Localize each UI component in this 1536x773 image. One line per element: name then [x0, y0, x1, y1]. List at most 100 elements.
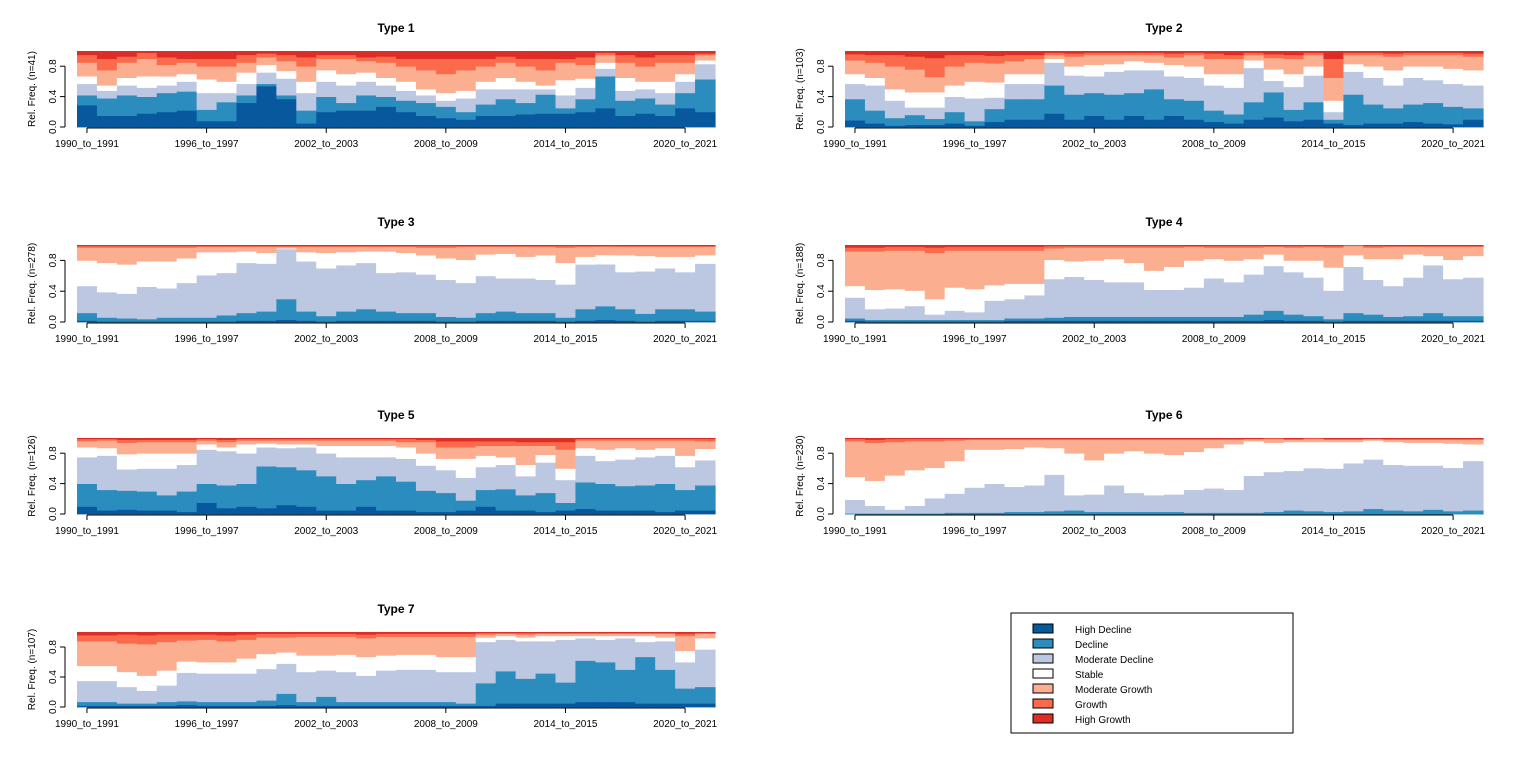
bar-segment-high-decline — [635, 321, 656, 323]
bar-segment-high-growth — [924, 245, 946, 248]
bar-segment-growth — [1064, 53, 1085, 57]
bar-segment-moderate-growth — [655, 62, 676, 82]
bar-segment-high-growth — [495, 245, 517, 247]
bar-segment-high-growth — [1084, 438, 1105, 440]
bar-segment-moderate-growth — [415, 70, 437, 90]
bar-segment-moderate-growth — [1243, 438, 1265, 442]
bar-segment-moderate-growth — [1263, 57, 1285, 70]
bar-segment-moderate-decline — [1363, 279, 1384, 315]
bar-segment-stable — [356, 656, 377, 676]
bar-segment-high-decline — [396, 510, 417, 515]
bar-segment-high-decline — [435, 321, 457, 323]
bar-segment-growth — [884, 54, 906, 67]
bar-segment-high-decline — [316, 111, 337, 128]
bar-segment-moderate-decline — [1144, 289, 1165, 318]
bar-segment-moderate-decline — [1164, 76, 1185, 100]
bar-segment-decline — [555, 317, 577, 322]
bar-segment-high-growth — [515, 632, 537, 634]
bar-segment-stable — [1263, 442, 1285, 473]
bar-segment-stable — [1124, 262, 1145, 283]
bar-segment-growth — [156, 439, 178, 443]
bar-segment-growth — [1183, 52, 1205, 56]
bar-segment-growth — [136, 52, 158, 59]
bar-segment-moderate-growth — [276, 637, 297, 653]
bar-segment-growth — [1263, 54, 1285, 59]
bar-segment-high-growth — [256, 245, 277, 247]
bar-segment-high-growth — [1383, 438, 1404, 440]
bar-segment-high-decline — [455, 321, 477, 323]
bar-segment-high-decline — [555, 321, 577, 323]
bar-segment-moderate-growth — [495, 246, 517, 254]
bar-segment-high-growth — [864, 245, 886, 248]
bar-segment-stable — [1183, 451, 1205, 491]
panel-title: Type 7 — [377, 602, 414, 616]
bar-segment-decline — [276, 466, 297, 506]
bar-segment-stable — [156, 453, 178, 469]
bar-segment-high-growth — [675, 632, 696, 634]
bar-segment-moderate-growth — [675, 246, 696, 257]
bar-segment-growth — [595, 52, 616, 56]
x-tick-label: 1996_to_1997 — [943, 139, 1007, 150]
bar-segment-high-growth — [1423, 245, 1444, 247]
bar-segment-growth — [924, 247, 946, 254]
bar-segment-growth — [535, 245, 557, 247]
bar-segment-growth — [555, 58, 577, 63]
bar-segment-decline — [944, 512, 966, 515]
bar-segment-stable — [316, 445, 337, 454]
bar-segment-decline — [96, 317, 118, 322]
bar-segment-stable — [475, 254, 497, 277]
bar-segment-moderate-growth — [1283, 247, 1305, 261]
bar-segment-decline — [156, 317, 178, 322]
bar-segment-decline — [356, 308, 377, 321]
bar-segment-decline — [296, 469, 317, 507]
bar-segment-stable — [1403, 254, 1424, 278]
bar-segment-high-growth — [1463, 438, 1484, 440]
x-tick-label: 2002_to_2003 — [294, 334, 358, 345]
legend-label-moderate-growth: Moderate Growth — [1075, 685, 1152, 696]
bar-segment-high-growth — [1004, 51, 1026, 56]
bar-segment-high-decline — [415, 320, 437, 323]
bar-segment-moderate-decline — [1283, 86, 1305, 110]
bar-segment-stable — [675, 455, 696, 468]
bar-segment-high-decline — [136, 321, 158, 323]
bar-segment-moderate-growth — [116, 62, 138, 78]
bar-segment-growth — [845, 247, 866, 252]
bar-segment-moderate-decline — [515, 89, 537, 104]
bar-segment-decline — [1463, 315, 1484, 321]
bar-segment-moderate-decline — [156, 85, 178, 94]
bar-segment-moderate-decline — [336, 265, 357, 312]
bar-segment-stable — [1144, 453, 1165, 496]
bar-segment-high-decline — [1164, 320, 1185, 323]
bar-segment-decline — [176, 701, 198, 706]
bar-segment-growth — [475, 632, 497, 635]
bar-segment-high-growth — [116, 51, 138, 57]
bar-segment-stable — [984, 449, 1006, 484]
bar-segment-high-decline — [356, 320, 377, 323]
bar-segment-growth — [1124, 52, 1145, 56]
bar-segment-high-growth — [475, 632, 497, 634]
bar-segment-high-growth — [216, 51, 238, 59]
bar-segment-decline — [1343, 94, 1364, 126]
bar-segment-moderate-growth — [316, 440, 337, 446]
bar-segment-growth — [1383, 438, 1404, 440]
bar-segment-moderate-decline — [964, 98, 986, 122]
x-tick-label: 2014_to_2015 — [1301, 139, 1365, 150]
bar-segment-stable — [1443, 443, 1464, 469]
bar-segment-moderate-growth — [924, 441, 946, 469]
bar-segment-moderate-decline — [1343, 71, 1364, 95]
bar-segment-high-growth — [176, 438, 198, 440]
x-tick-label: 1990_to_1991 — [55, 719, 119, 730]
bar-segment-decline — [1323, 318, 1345, 322]
bar-segment-stable — [1283, 260, 1305, 273]
bar-segment-decline — [455, 317, 477, 322]
bar-segment-growth — [116, 439, 138, 443]
bar-segment-moderate-decline — [376, 272, 397, 312]
bar-segment-high-decline — [964, 321, 986, 323]
bar-segment-moderate-decline — [296, 92, 317, 111]
bar-segment-moderate-decline — [1004, 83, 1026, 100]
bar-segment-moderate-growth — [635, 246, 656, 257]
bar-segment-moderate-growth — [1064, 56, 1085, 67]
bar-segment-high-growth — [1104, 51, 1125, 53]
bar-segment-moderate-growth — [336, 440, 357, 446]
y-tick-label: 0.0 — [48, 315, 59, 329]
